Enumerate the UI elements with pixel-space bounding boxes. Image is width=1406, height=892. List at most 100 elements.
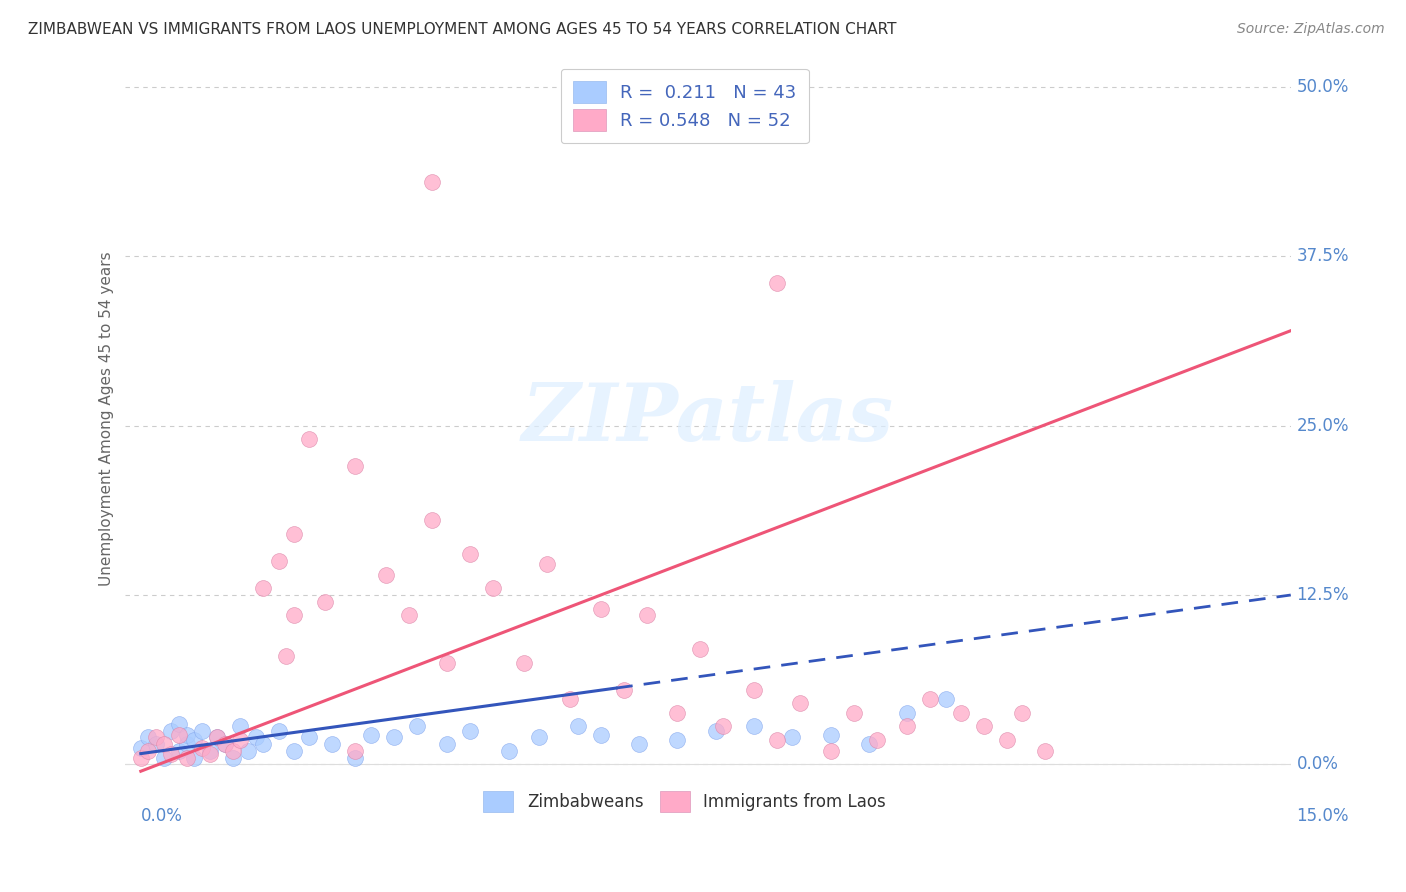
Point xyxy=(713,719,735,733)
Text: 15.0%: 15.0% xyxy=(1296,806,1350,825)
Text: ZIPatlas: ZIPatlas xyxy=(522,380,894,458)
Point xyxy=(176,728,198,742)
Point xyxy=(176,750,198,764)
Point xyxy=(198,744,221,758)
Point xyxy=(207,731,229,745)
Point xyxy=(283,527,305,541)
Point xyxy=(866,733,889,747)
Point xyxy=(167,744,190,758)
Point xyxy=(252,737,274,751)
Point xyxy=(613,682,636,697)
Point xyxy=(198,747,221,761)
Point xyxy=(321,737,343,751)
Point xyxy=(398,608,420,623)
Text: ZIMBABWEAN VS IMMIGRANTS FROM LAOS UNEMPLOYMENT AMONG AGES 45 TO 54 YEARS CORREL: ZIMBABWEAN VS IMMIGRANTS FROM LAOS UNEMP… xyxy=(28,22,897,37)
Point xyxy=(766,277,789,291)
Point xyxy=(344,459,367,474)
Point xyxy=(183,750,205,764)
Text: 25.0%: 25.0% xyxy=(1296,417,1350,434)
Text: 37.5%: 37.5% xyxy=(1296,247,1350,265)
Point xyxy=(689,642,711,657)
Point xyxy=(267,554,290,568)
Point xyxy=(382,731,405,745)
Point xyxy=(344,750,367,764)
Point xyxy=(666,733,689,747)
Legend: Zimbabweans, Immigrants from Laos: Zimbabweans, Immigrants from Laos xyxy=(475,783,894,820)
Point xyxy=(820,728,842,742)
Point xyxy=(420,175,443,189)
Point xyxy=(138,731,160,745)
Point xyxy=(191,723,214,738)
Point xyxy=(252,581,274,595)
Point xyxy=(460,547,482,561)
Point xyxy=(160,747,183,761)
Point xyxy=(636,608,658,623)
Point xyxy=(589,601,612,615)
Point xyxy=(513,656,536,670)
Point xyxy=(214,737,236,751)
Point xyxy=(176,737,198,751)
Point xyxy=(920,692,942,706)
Point xyxy=(153,737,176,751)
Point xyxy=(145,737,167,751)
Text: 0.0%: 0.0% xyxy=(141,806,183,825)
Point xyxy=(742,719,765,733)
Point xyxy=(666,706,689,720)
Point xyxy=(344,744,367,758)
Text: 12.5%: 12.5% xyxy=(1296,586,1350,604)
Point xyxy=(950,706,973,720)
Point xyxy=(207,731,229,745)
Point xyxy=(283,608,305,623)
Point xyxy=(145,731,167,745)
Point xyxy=(129,741,152,756)
Point xyxy=(167,716,190,731)
Point xyxy=(896,706,918,720)
Point xyxy=(567,719,589,733)
Point xyxy=(704,723,727,738)
Text: 50.0%: 50.0% xyxy=(1296,78,1348,95)
Text: 0.0%: 0.0% xyxy=(1296,756,1339,773)
Point xyxy=(1035,744,1057,758)
Point xyxy=(191,741,214,756)
Point xyxy=(529,731,551,745)
Point xyxy=(460,723,482,738)
Point xyxy=(842,706,865,720)
Text: Source: ZipAtlas.com: Source: ZipAtlas.com xyxy=(1237,22,1385,37)
Point xyxy=(167,728,190,742)
Point xyxy=(267,723,290,738)
Point xyxy=(789,697,811,711)
Point xyxy=(236,744,259,758)
Point xyxy=(766,733,789,747)
Point xyxy=(245,731,267,745)
Point xyxy=(896,719,918,733)
Point xyxy=(1011,706,1033,720)
Point xyxy=(935,692,957,706)
Point xyxy=(283,744,305,758)
Point xyxy=(436,737,458,751)
Point xyxy=(498,744,520,758)
Point xyxy=(214,737,236,751)
Point xyxy=(298,432,321,446)
Point xyxy=(222,744,245,758)
Point xyxy=(375,567,398,582)
Point xyxy=(314,595,336,609)
Point xyxy=(558,692,581,706)
Point xyxy=(222,750,245,764)
Point xyxy=(153,750,176,764)
Point xyxy=(183,733,205,747)
Point xyxy=(482,581,505,595)
Point xyxy=(129,750,152,764)
Point xyxy=(782,731,804,745)
Point xyxy=(536,557,558,571)
Point xyxy=(229,719,252,733)
Point xyxy=(995,733,1018,747)
Point xyxy=(820,744,842,758)
Point xyxy=(589,728,612,742)
Point xyxy=(276,648,298,663)
Y-axis label: Unemployment Among Ages 45 to 54 years: Unemployment Among Ages 45 to 54 years xyxy=(100,252,114,586)
Point xyxy=(298,731,321,745)
Point xyxy=(858,737,880,751)
Point xyxy=(405,719,427,733)
Point xyxy=(138,744,160,758)
Point xyxy=(420,513,443,527)
